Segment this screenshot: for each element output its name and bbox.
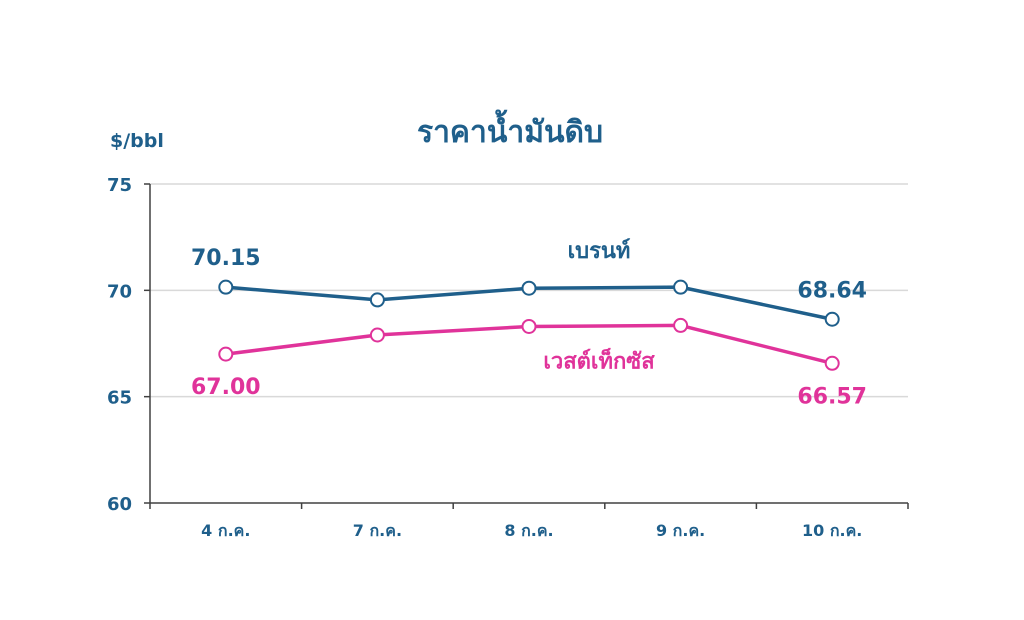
- data-label-s1-0: 70.15: [191, 246, 261, 271]
- x-tick-label: 9 ก.ค.: [656, 521, 705, 540]
- chart-title: ราคาน้ำมันดิบ: [417, 109, 603, 150]
- data-point-s1-0: [218, 279, 234, 295]
- axes: [144, 183, 909, 509]
- data-point-s2-4: [824, 355, 840, 371]
- series-name-label-1: เบรนท์: [568, 238, 631, 264]
- data-point-s2-3: [673, 317, 689, 333]
- data-point-s1-3: [673, 279, 689, 295]
- x-tick-label: 8 ก.ค.: [504, 521, 553, 540]
- data-labels: 70.15 68.64 67.00 66.57 เบรนท์เวสต์เท็กซัส: [191, 238, 867, 409]
- tick-labels: 60 65 70 75 4 ก.ค. 7 ก.ค. 8 ก.ค. 9 ก.ค. 10 ก.ค.: [107, 175, 862, 540]
- y-tick-label: 75: [107, 175, 132, 196]
- y-axis-unit-label: $/bbl: [110, 130, 164, 152]
- data-point-s2-2: [521, 318, 537, 334]
- series-name-label-2: เวสต์เท็กซัส: [543, 346, 655, 374]
- y-tick-label: 65: [107, 388, 132, 409]
- y-tick-label: 60: [107, 494, 132, 515]
- x-tick-label: 7 ก.ค.: [353, 521, 402, 540]
- data-label-s2-4: 66.57: [797, 384, 867, 409]
- data-label-s1-4: 68.64: [797, 278, 867, 303]
- data-point-s2-0: [218, 346, 234, 362]
- data-point-s1-2: [521, 280, 537, 296]
- data-point-s1-4: [824, 311, 840, 327]
- y-tick-label: 70: [107, 281, 132, 302]
- x-tick-label: 10 ก.ค.: [802, 521, 862, 540]
- data-point-s2-1: [369, 327, 385, 343]
- data-label-s2-0: 67.00: [191, 375, 261, 400]
- series-lines: [218, 279, 840, 371]
- x-tick-label: 4 ก.ค.: [201, 521, 250, 540]
- data-point-s1-1: [369, 292, 385, 308]
